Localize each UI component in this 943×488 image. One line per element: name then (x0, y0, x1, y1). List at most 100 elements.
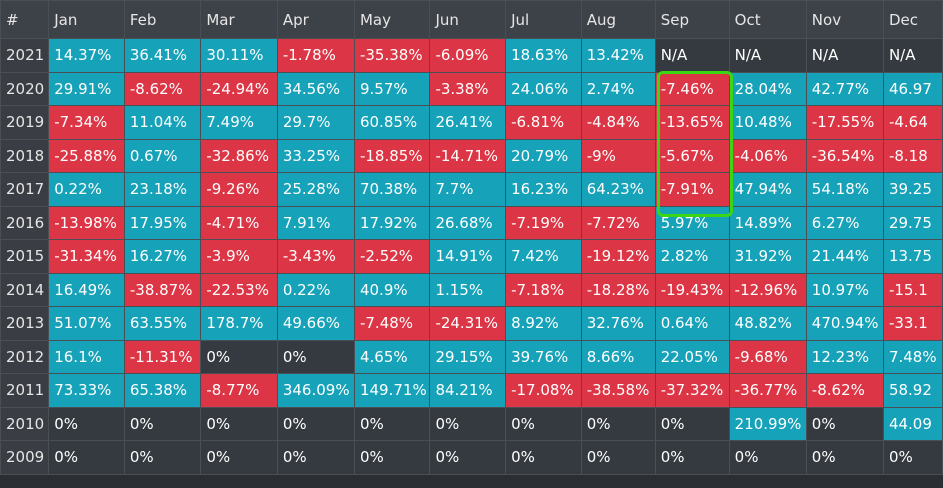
return-cell: 0% (805, 440, 884, 475)
return-cell: 0% (353, 406, 431, 441)
return-cell: 346.09% (276, 373, 355, 408)
return-cell: 2.74% (580, 71, 656, 106)
return-cell: 16.23% (505, 172, 582, 207)
return-cell: 70.38% (353, 172, 431, 207)
return-cell: 0.67% (123, 138, 202, 173)
return-cell: 0% (654, 440, 730, 475)
return-cell: 0% (505, 406, 582, 441)
return-cell: 24.06% (505, 71, 582, 106)
return-cell: -7.91% (654, 172, 730, 207)
return-cell: 7.42% (505, 239, 582, 274)
return-cell: -8.62% (123, 71, 202, 106)
return-cell: -7.48% (353, 306, 431, 341)
return-cell: -13.65% (654, 105, 730, 140)
return-cell: 30.11% (200, 38, 278, 73)
header-jul[interactable]: Jul (505, 0, 582, 39)
return-cell: 0% (48, 440, 125, 475)
return-cell: 26.68% (429, 205, 507, 240)
return-cell: 0% (805, 406, 884, 441)
header-feb[interactable]: Feb (123, 0, 202, 39)
return-cell: -4.71% (200, 205, 278, 240)
return-cell: -38.58% (580, 373, 656, 408)
header-apr[interactable]: Apr (276, 0, 355, 39)
header-oct[interactable]: Oct (728, 0, 807, 39)
return-cell: 7.7% (429, 172, 507, 207)
table-row: 2020 29.91% -8.62% -24.94% 34.56% 9.57% -3.38%… (0, 71, 943, 106)
return-cell: 16.27% (123, 239, 202, 274)
header-jan[interactable]: Jan (48, 0, 125, 39)
return-cell: 0% (48, 406, 125, 441)
return-cell: -37.32% (654, 373, 730, 408)
return-cell: 26.41% (429, 105, 507, 140)
table-body: 2021 14.37% 36.41% 30.11% -1.78% -35.38% -6.09… (0, 38, 943, 475)
return-cell: 23.18% (123, 172, 202, 207)
return-cell: 48.82% (728, 306, 807, 341)
return-cell: 39.76% (505, 339, 582, 374)
return-cell: 149.71% (353, 373, 431, 408)
return-cell: 34.56% (276, 71, 355, 106)
header-sep[interactable]: Sep (654, 0, 730, 39)
table-row: 2015 -31.34% 16.27% -3.9% -3.43% -2.52% 14.91%… (0, 239, 943, 274)
header-year[interactable]: # (0, 0, 50, 39)
return-cell: 60.85% (353, 105, 431, 140)
return-cell: -3.43% (276, 239, 355, 274)
table-row: 2011 73.33% 65.38% -8.77% 346.09% 149.71% 84.2… (0, 373, 943, 408)
return-cell: 58.92 (882, 373, 943, 408)
return-cell: -18.85% (353, 138, 431, 173)
return-cell: 1.15% (429, 272, 507, 307)
table-row: 2013 51.07% 63.55% 178.7% 49.66% -7.48% -24.31… (0, 306, 943, 341)
return-cell: -7.18% (505, 272, 582, 307)
table-row: 2017 0.22% 23.18% -9.26% 25.28% 70.38% 7.7% 16.… (0, 172, 943, 207)
return-cell: 0.22% (276, 272, 355, 307)
return-cell: 18.63% (505, 38, 582, 73)
header-jun[interactable]: Jun (429, 0, 507, 39)
return-cell: -7.34% (48, 105, 125, 140)
table-row: 2012 16.1% -11.31% 0% 0% 4.65% 29.15% 39.76% 8.6… (0, 339, 943, 374)
header-dec[interactable]: Dec (882, 0, 943, 39)
return-cell: 0% (200, 339, 278, 374)
return-cell: 0% (429, 440, 507, 475)
return-cell: -19.43% (654, 272, 730, 307)
return-cell: 0% (276, 406, 355, 441)
return-cell: 84.21% (429, 373, 507, 408)
return-cell: 0.22% (48, 172, 125, 207)
return-cell: -18.28% (580, 272, 656, 307)
return-cell: -8.18 (882, 138, 943, 173)
return-cell: -7.19% (505, 205, 582, 240)
return-cell: 32.76% (580, 306, 656, 341)
return-cell: 0% (276, 339, 355, 374)
return-cell: -17.08% (505, 373, 582, 408)
return-cell: 17.92% (353, 205, 431, 240)
return-cell: -4.64 (882, 105, 943, 140)
header-may[interactable]: May (353, 0, 431, 39)
return-cell: 14.37% (48, 38, 125, 73)
return-cell: 36.41% (123, 38, 202, 73)
return-cell: -6.09% (429, 38, 507, 73)
return-cell: 8.66% (580, 339, 656, 374)
year-cell: 2013 (0, 306, 50, 341)
return-cell: 10.97% (805, 272, 884, 307)
return-cell: N/A (882, 38, 943, 73)
year-cell: 2020 (0, 71, 50, 106)
return-cell: 0% (654, 406, 730, 441)
return-cell: -8.77% (200, 373, 278, 408)
header-mar[interactable]: Mar (200, 0, 278, 39)
header-nov[interactable]: Nov (805, 0, 884, 39)
return-cell: -13.98% (48, 205, 125, 240)
return-cell: -35.38% (353, 38, 431, 73)
return-cell: -2.52% (353, 239, 431, 274)
return-cell: -7.46% (654, 71, 730, 106)
return-cell: -5.67% (654, 138, 730, 173)
return-cell: -1.78% (276, 38, 355, 73)
year-cell: 2011 (0, 373, 50, 408)
return-cell: 0% (276, 440, 355, 475)
return-cell: 46.97 (882, 71, 943, 106)
header-aug[interactable]: Aug (580, 0, 656, 39)
return-cell: 0% (505, 440, 582, 475)
return-cell: 51.07% (48, 306, 125, 341)
return-cell: 65.38% (123, 373, 202, 408)
return-cell: 0% (580, 406, 656, 441)
year-cell: 2016 (0, 205, 50, 240)
year-cell: 2021 (0, 38, 50, 73)
return-cell: 29.15% (429, 339, 507, 374)
